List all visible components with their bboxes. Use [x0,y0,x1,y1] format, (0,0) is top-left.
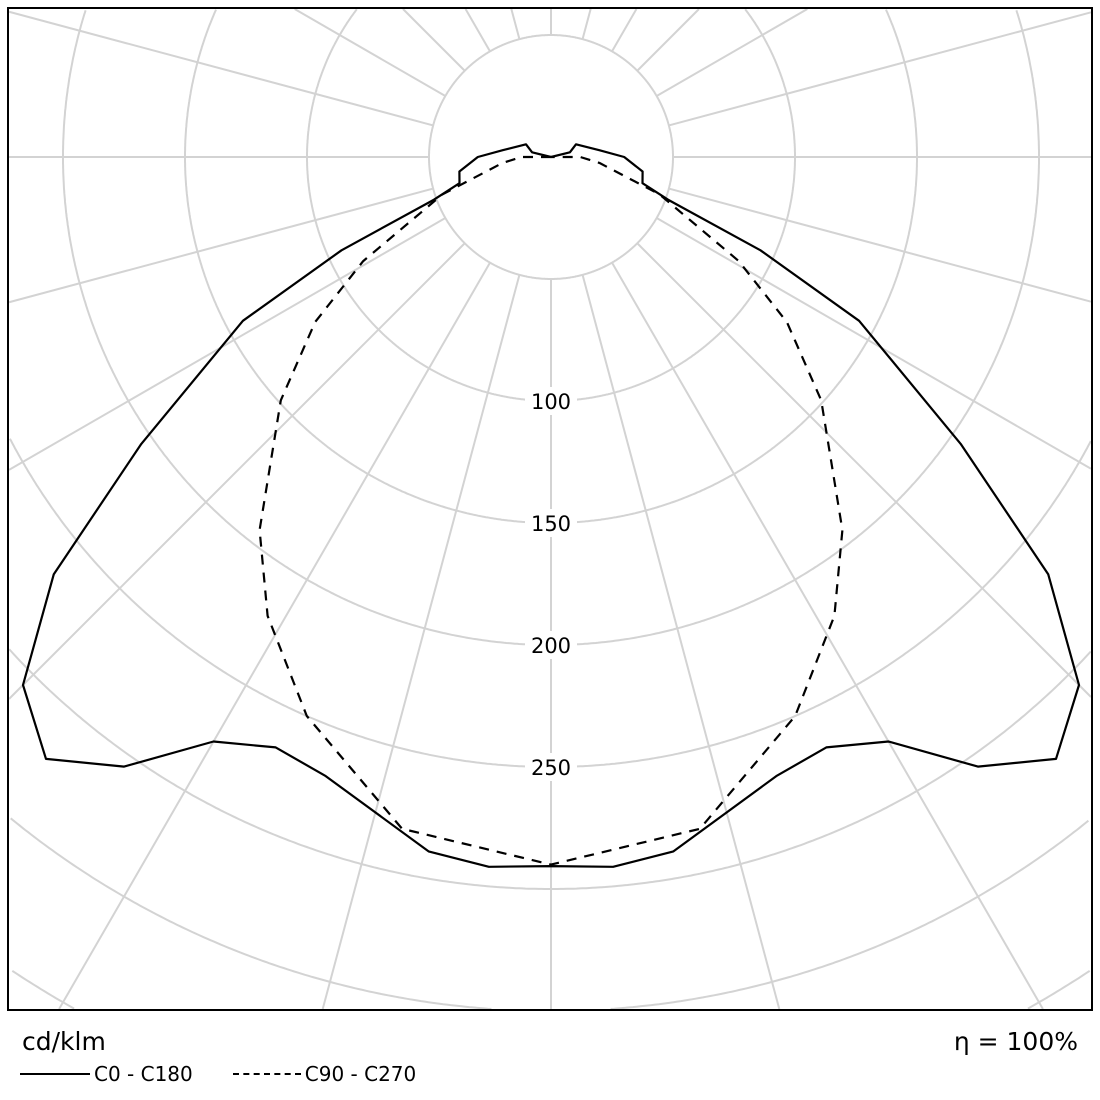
grid-spoke-285 [8,187,434,304]
grid-spoke-330 [58,262,491,1010]
grid-spoke-315 [8,242,466,700]
svg-text:200: 200 [531,634,571,658]
grid-spoke-105 [668,11,1092,127]
ring-label-250: 250 [525,753,577,781]
svg-text:250: 250 [531,756,571,780]
legend-dashed-line-swatch [232,1073,301,1075]
grid-spoke-210 [464,8,491,52]
ring-labels: 100 150 200 250 [525,387,577,781]
grid-spoke-225 [402,8,466,72]
curves [21,143,1081,868]
grid-spoke-165 [581,8,592,40]
grid-spoke-75 [668,187,1092,303]
grid-spoke-30 [611,262,1044,1010]
grid-ring-200 [62,10,1040,646]
grid-ring-350 [10,817,1090,1010]
grid-spoke-45 [636,242,1092,698]
legend-solid-line-swatch [20,1073,90,1075]
series-2-curve [258,155,844,866]
grid-ring-300 [8,648,1092,890]
ring-label-150: 150 [525,509,577,537]
legend-series-2: C90 - C270 [304,1062,417,1086]
grid-ring-100 [306,8,796,402]
efficiency-label: η = 100% [953,1027,1078,1056]
grid-spoke-345 [321,274,521,1010]
grid-spoke-15 [581,274,781,1010]
svg-text:100: 100 [531,390,571,414]
grid-spoke-120 [656,8,808,97]
grid-spoke-195 [510,8,521,40]
grid-ring-150 [184,9,918,524]
ring-label-100: 100 [525,387,577,415]
unit-label: cd/klm [22,1027,106,1056]
grid-spoke-240 [294,8,446,97]
grid-spoke-255 [8,10,434,127]
grid-spoke-150 [611,8,638,52]
grid-spoke-300 [8,217,446,471]
chart-frame [7,7,1093,1011]
legend-series-1: C0 - C180 [94,1062,193,1086]
grid-spoke-60 [656,217,1092,470]
svg-text:150: 150 [531,512,571,536]
polar-intensity-chart: 100 150 200 250 [7,7,1093,1011]
legend: C0 - C180 C90 - C270 [20,1062,416,1086]
grid-spoke-135 [636,8,700,72]
ring-label-200: 200 [525,631,577,659]
